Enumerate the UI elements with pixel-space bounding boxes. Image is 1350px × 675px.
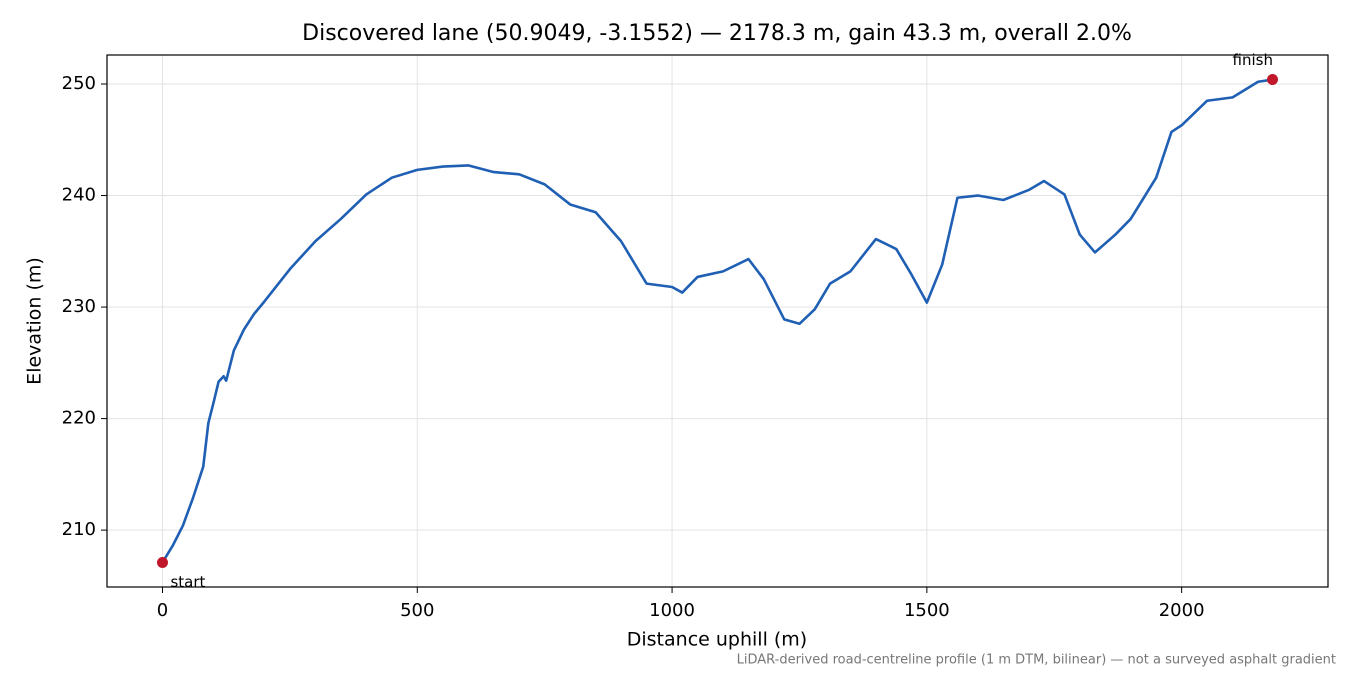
annotation: finish — [1233, 51, 1273, 69]
y-tick-label: 230 — [62, 296, 96, 317]
y-tick-label: 250 — [62, 73, 96, 94]
y-axis-label: Elevation (m) — [24, 257, 46, 385]
chart-title: Discovered lane (50.9049, -3.1552) — 217… — [302, 21, 1132, 46]
x-tick-label: 1500 — [904, 600, 950, 621]
x-tick-label: 500 — [400, 600, 434, 621]
y-tick-label: 210 — [62, 519, 96, 540]
footnote: LiDAR-derived road-centreline profile (1… — [737, 653, 1336, 668]
endpoint-marker — [1267, 74, 1279, 86]
y-tick-label: 220 — [62, 408, 96, 429]
x-tick-label: 2000 — [1159, 600, 1205, 621]
elevation-line — [161, 78, 1273, 564]
x-tick-label: 1000 — [649, 600, 695, 621]
annotation: start — [170, 573, 205, 591]
x-tick-label: 0 — [157, 600, 168, 621]
endpoint-marker — [156, 556, 168, 568]
plot-frame — [106, 54, 1329, 588]
x-axis-label: Distance uphill (m) — [627, 629, 807, 651]
y-tick-label: 240 — [62, 185, 96, 206]
